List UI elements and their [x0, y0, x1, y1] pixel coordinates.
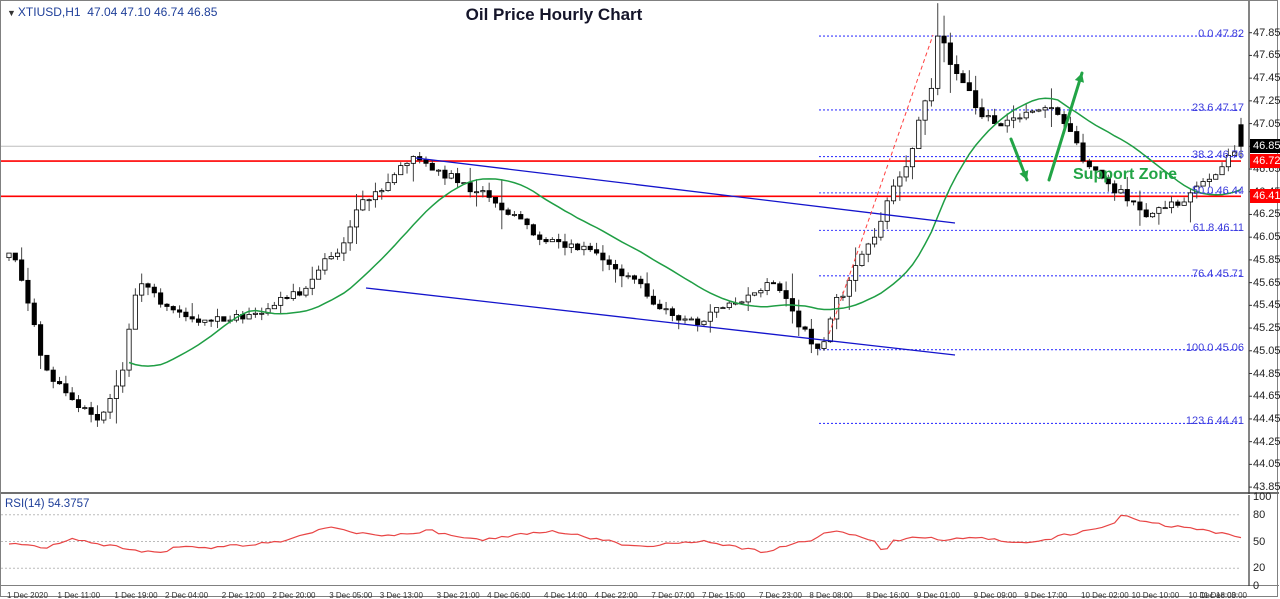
- svg-text:Support Zone: Support Zone: [1073, 166, 1177, 183]
- svg-text:RSI(14) 54.3757: RSI(14) 54.3757: [5, 498, 89, 510]
